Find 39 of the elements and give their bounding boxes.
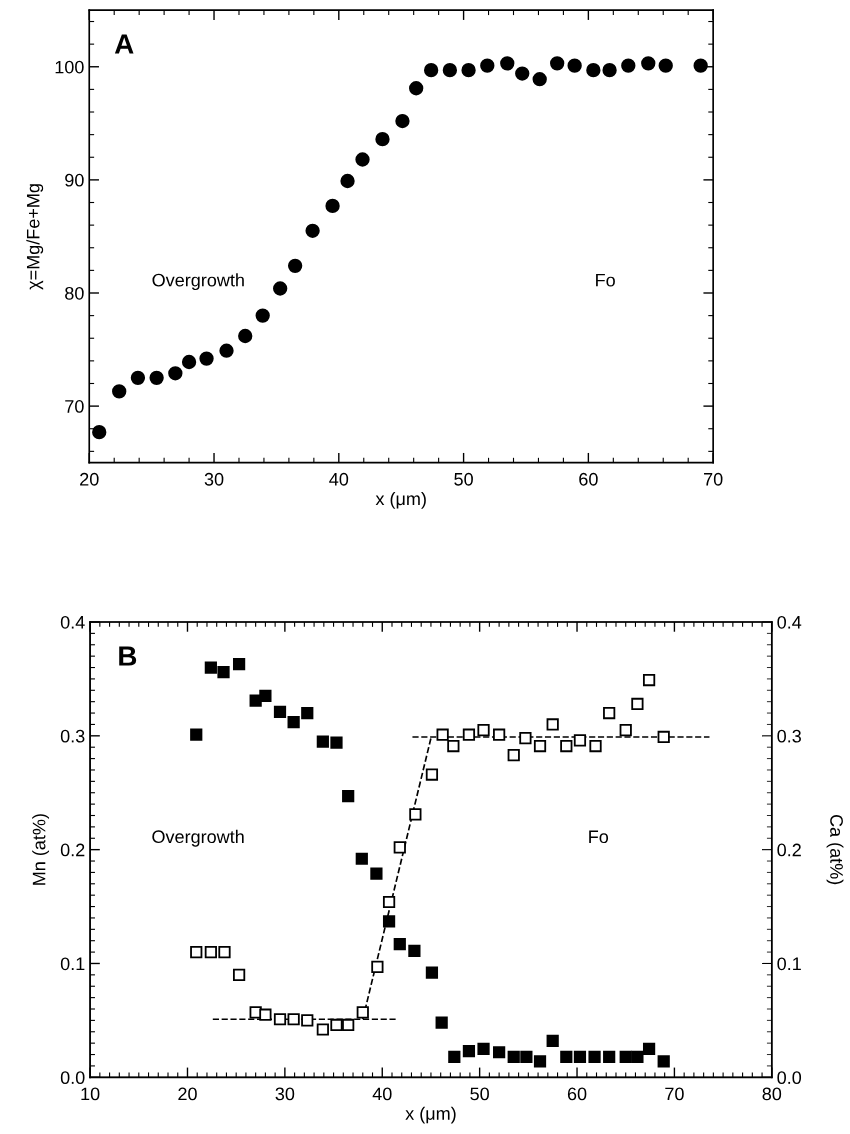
x-tick-label: 50: [454, 472, 473, 486]
x-tick-label: 20: [80, 472, 99, 486]
x-tick-label: 70: [704, 472, 723, 486]
x-tick-label: 40: [329, 472, 349, 486]
y2-tick-label: 0.3: [777, 729, 801, 743]
annotation: A: [114, 34, 134, 54]
y2-tick-label: 0.4: [777, 615, 802, 629]
x-tick-label: 10: [81, 1087, 100, 1101]
x-tick-label: 80: [762, 1087, 782, 1101]
x-tick-label: 70: [665, 1087, 684, 1101]
y-tick-label: 0.1: [60, 957, 85, 971]
annotation: Fo: [596, 273, 615, 287]
annotation: B: [119, 646, 137, 666]
y-tick-label: 80: [65, 286, 84, 300]
annotation: Fo: [589, 830, 609, 844]
y-axis-title: χ=Mg/Fe+Mg: [26, 184, 44, 290]
y2-tick-label: 0.1: [777, 957, 801, 971]
x-axis-title: x (μm): [405, 1106, 456, 1124]
annotation: Overgrowth: [152, 829, 244, 847]
x-tick-label: 60: [579, 472, 598, 486]
y-tick-label: 90: [65, 173, 84, 187]
x-tick-label: 30: [275, 1087, 295, 1101]
y2-tick-label: 0.0: [777, 1071, 802, 1085]
y2-axis-title: Ca (at%): [826, 814, 844, 885]
x-tick-label: 40: [372, 1087, 392, 1101]
y-tick-label: 0.4: [60, 615, 85, 629]
y-axis-title: Mn (at%): [32, 814, 50, 885]
x-tick-label: 50: [470, 1087, 489, 1101]
y-tick-label: 100: [55, 60, 84, 74]
y-tick-label: 70: [65, 400, 84, 413]
y2-tick-label: 0.2: [777, 843, 801, 857]
x-tick-label: 60: [567, 1087, 587, 1101]
y-tick-label: 0.2: [60, 843, 85, 857]
x-axis-title: x (μm): [375, 492, 426, 509]
x-tick-label: 30: [204, 472, 224, 486]
y-tick-label: 0.0: [60, 1071, 85, 1085]
y-tick-label: 0.3: [60, 729, 85, 743]
annotation: Overgrowth: [152, 273, 244, 291]
x-tick-label: 20: [178, 1087, 197, 1101]
